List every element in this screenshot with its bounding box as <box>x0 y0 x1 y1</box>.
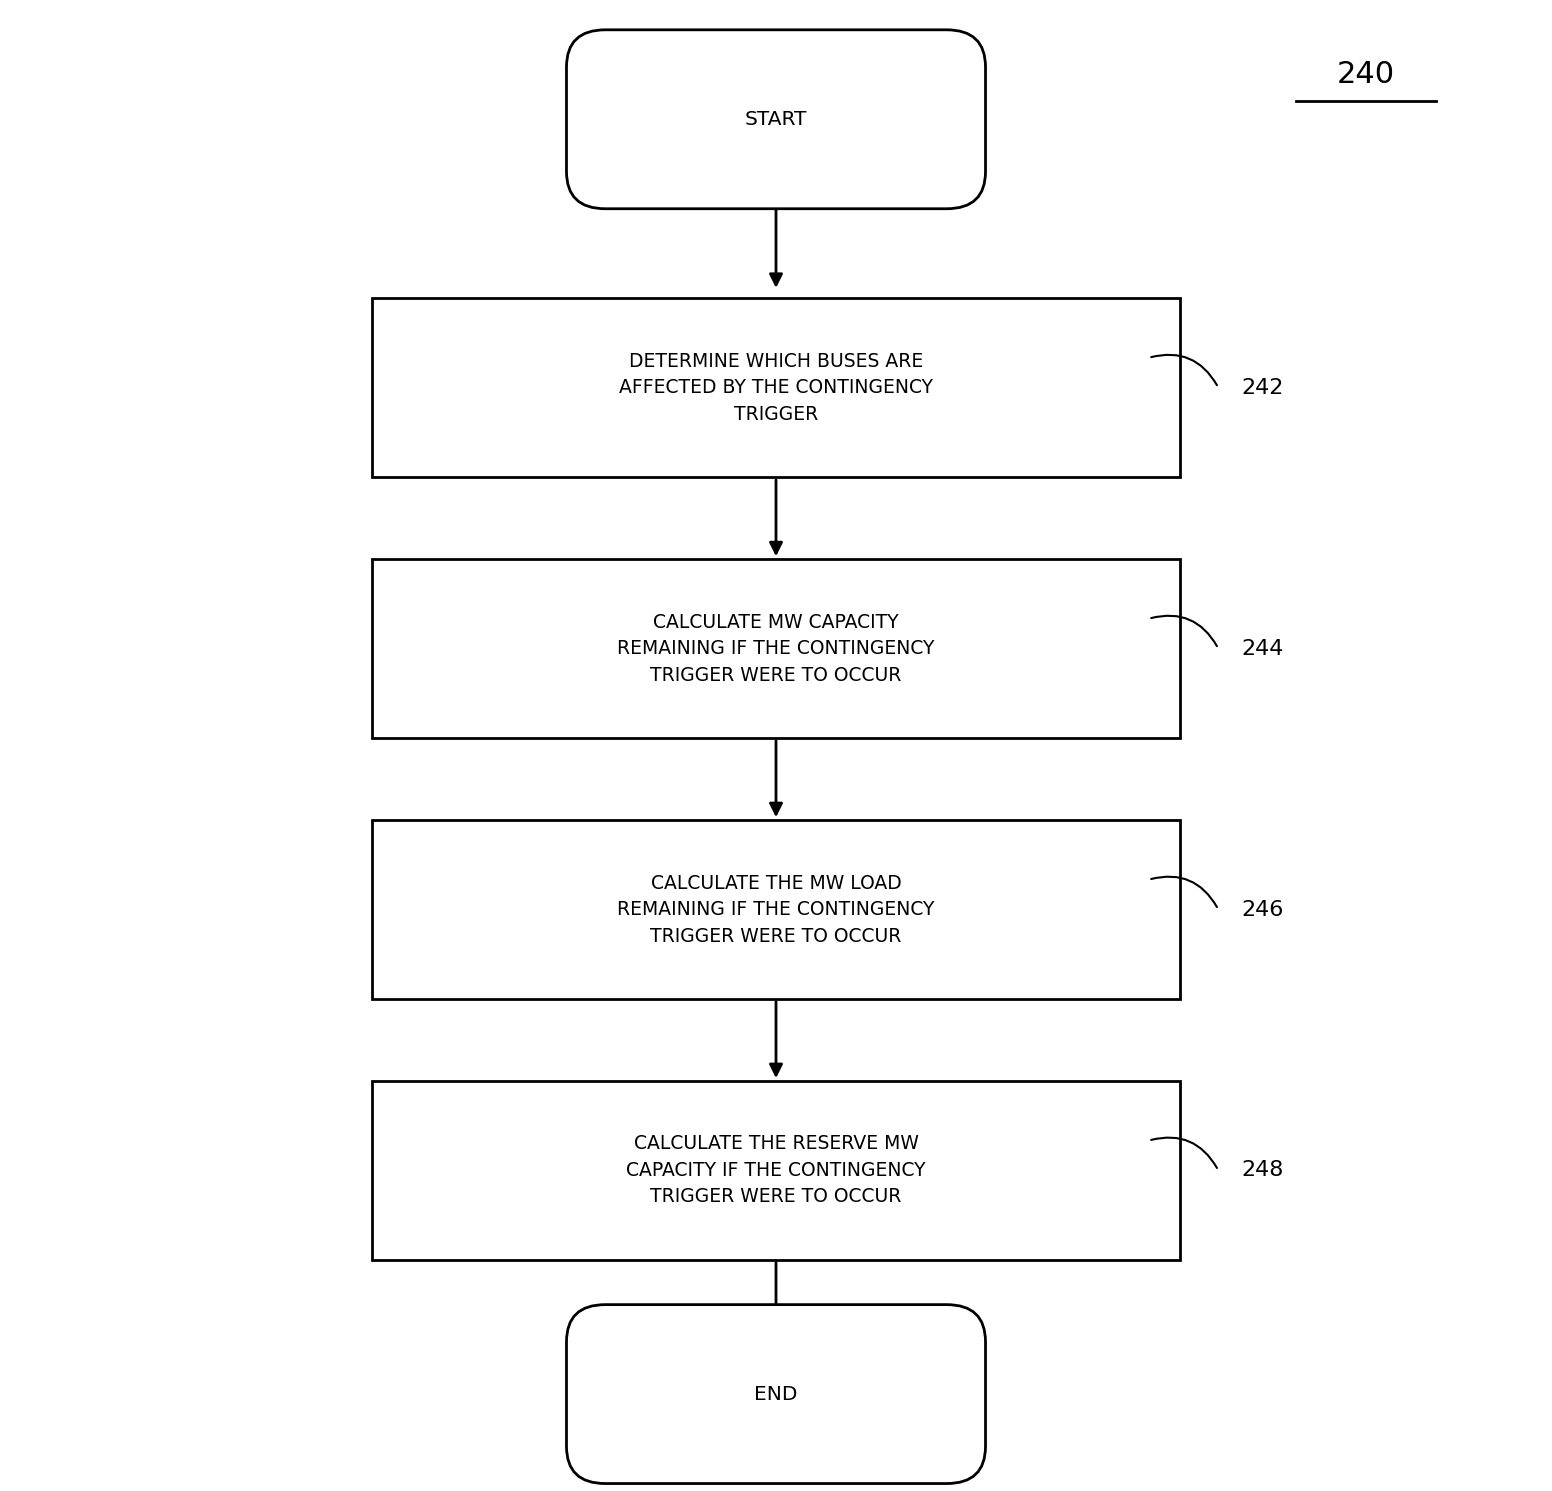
Text: CALCULATE THE MW LOAD
REMAINING IF THE CONTINGENCY
TRIGGER WERE TO OCCUR: CALCULATE THE MW LOAD REMAINING IF THE C… <box>618 874 934 945</box>
Text: 240: 240 <box>1336 60 1395 89</box>
FancyBboxPatch shape <box>566 1305 986 1484</box>
Text: 246: 246 <box>1242 899 1284 920</box>
FancyBboxPatch shape <box>372 298 1180 477</box>
Text: 242: 242 <box>1242 377 1284 398</box>
FancyBboxPatch shape <box>566 30 986 209</box>
FancyBboxPatch shape <box>372 1081 1180 1260</box>
Text: 244: 244 <box>1242 638 1284 659</box>
Text: DETERMINE WHICH BUSES ARE
AFFECTED BY THE CONTINGENCY
TRIGGER: DETERMINE WHICH BUSES ARE AFFECTED BY TH… <box>619 352 933 423</box>
Text: 248: 248 <box>1242 1160 1284 1181</box>
Text: START: START <box>745 110 807 128</box>
Text: END: END <box>754 1385 798 1403</box>
FancyBboxPatch shape <box>372 559 1180 738</box>
FancyBboxPatch shape <box>372 820 1180 999</box>
Text: CALCULATE THE RESERVE MW
CAPACITY IF THE CONTINGENCY
TRIGGER WERE TO OCCUR: CALCULATE THE RESERVE MW CAPACITY IF THE… <box>627 1135 925 1206</box>
Text: CALCULATE MW CAPACITY
REMAINING IF THE CONTINGENCY
TRIGGER WERE TO OCCUR: CALCULATE MW CAPACITY REMAINING IF THE C… <box>618 613 934 684</box>
